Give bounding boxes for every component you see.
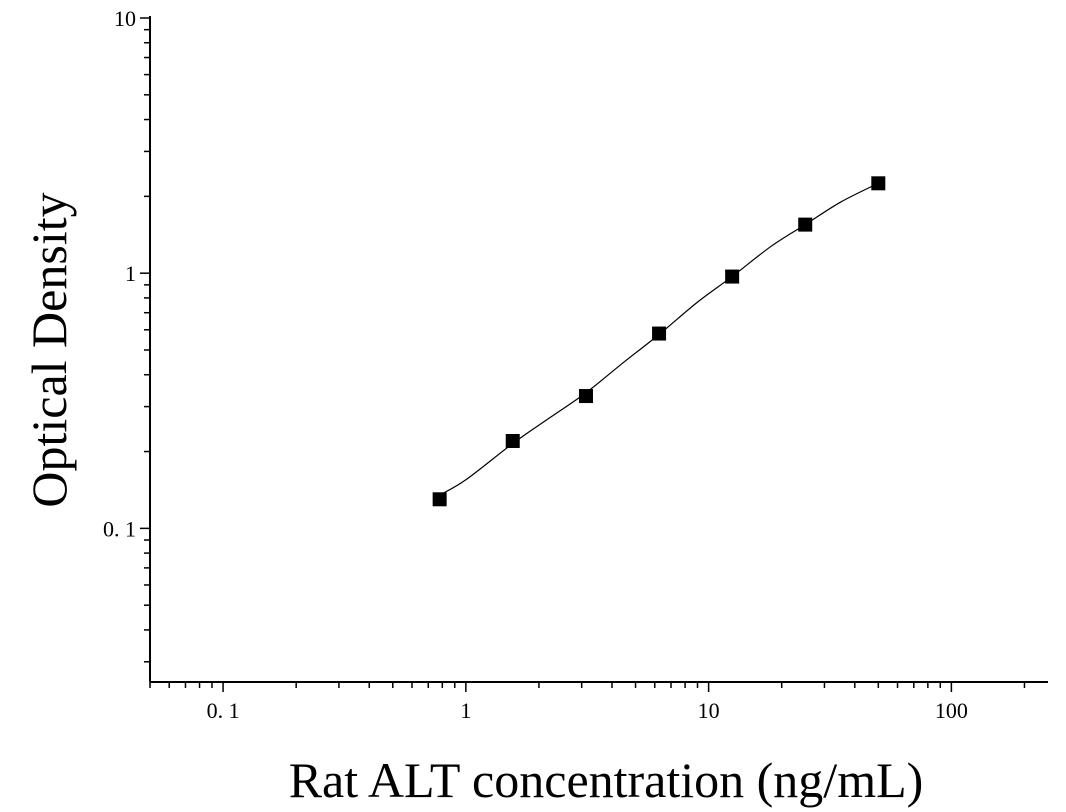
y-axis-title: Optical Density — [21, 192, 77, 507]
x-axis-title: Rat ALT concentration (ng/mL) — [289, 752, 924, 808]
x-tick-label: 10 — [698, 698, 720, 723]
data-point-marker — [725, 269, 740, 284]
data-point-marker — [505, 433, 520, 448]
axes: 0. 1 1 10 100 0. 1 1 10 — [103, 6, 1048, 723]
x-tick-label: 0. 1 — [207, 698, 240, 723]
data-point-marker — [578, 389, 593, 404]
y-tick-label: 10 — [114, 6, 136, 31]
y-tick-label: 1 — [125, 261, 136, 286]
data-point-marker — [871, 176, 886, 191]
data-point-marker — [798, 217, 813, 232]
x-tick-label: 100 — [935, 698, 968, 723]
y-tick-label: 0. 1 — [103, 516, 136, 541]
data-point-marker — [432, 492, 447, 507]
data-point-marker — [652, 326, 667, 341]
x-tick-label: 1 — [460, 698, 471, 723]
data-points — [432, 176, 886, 507]
